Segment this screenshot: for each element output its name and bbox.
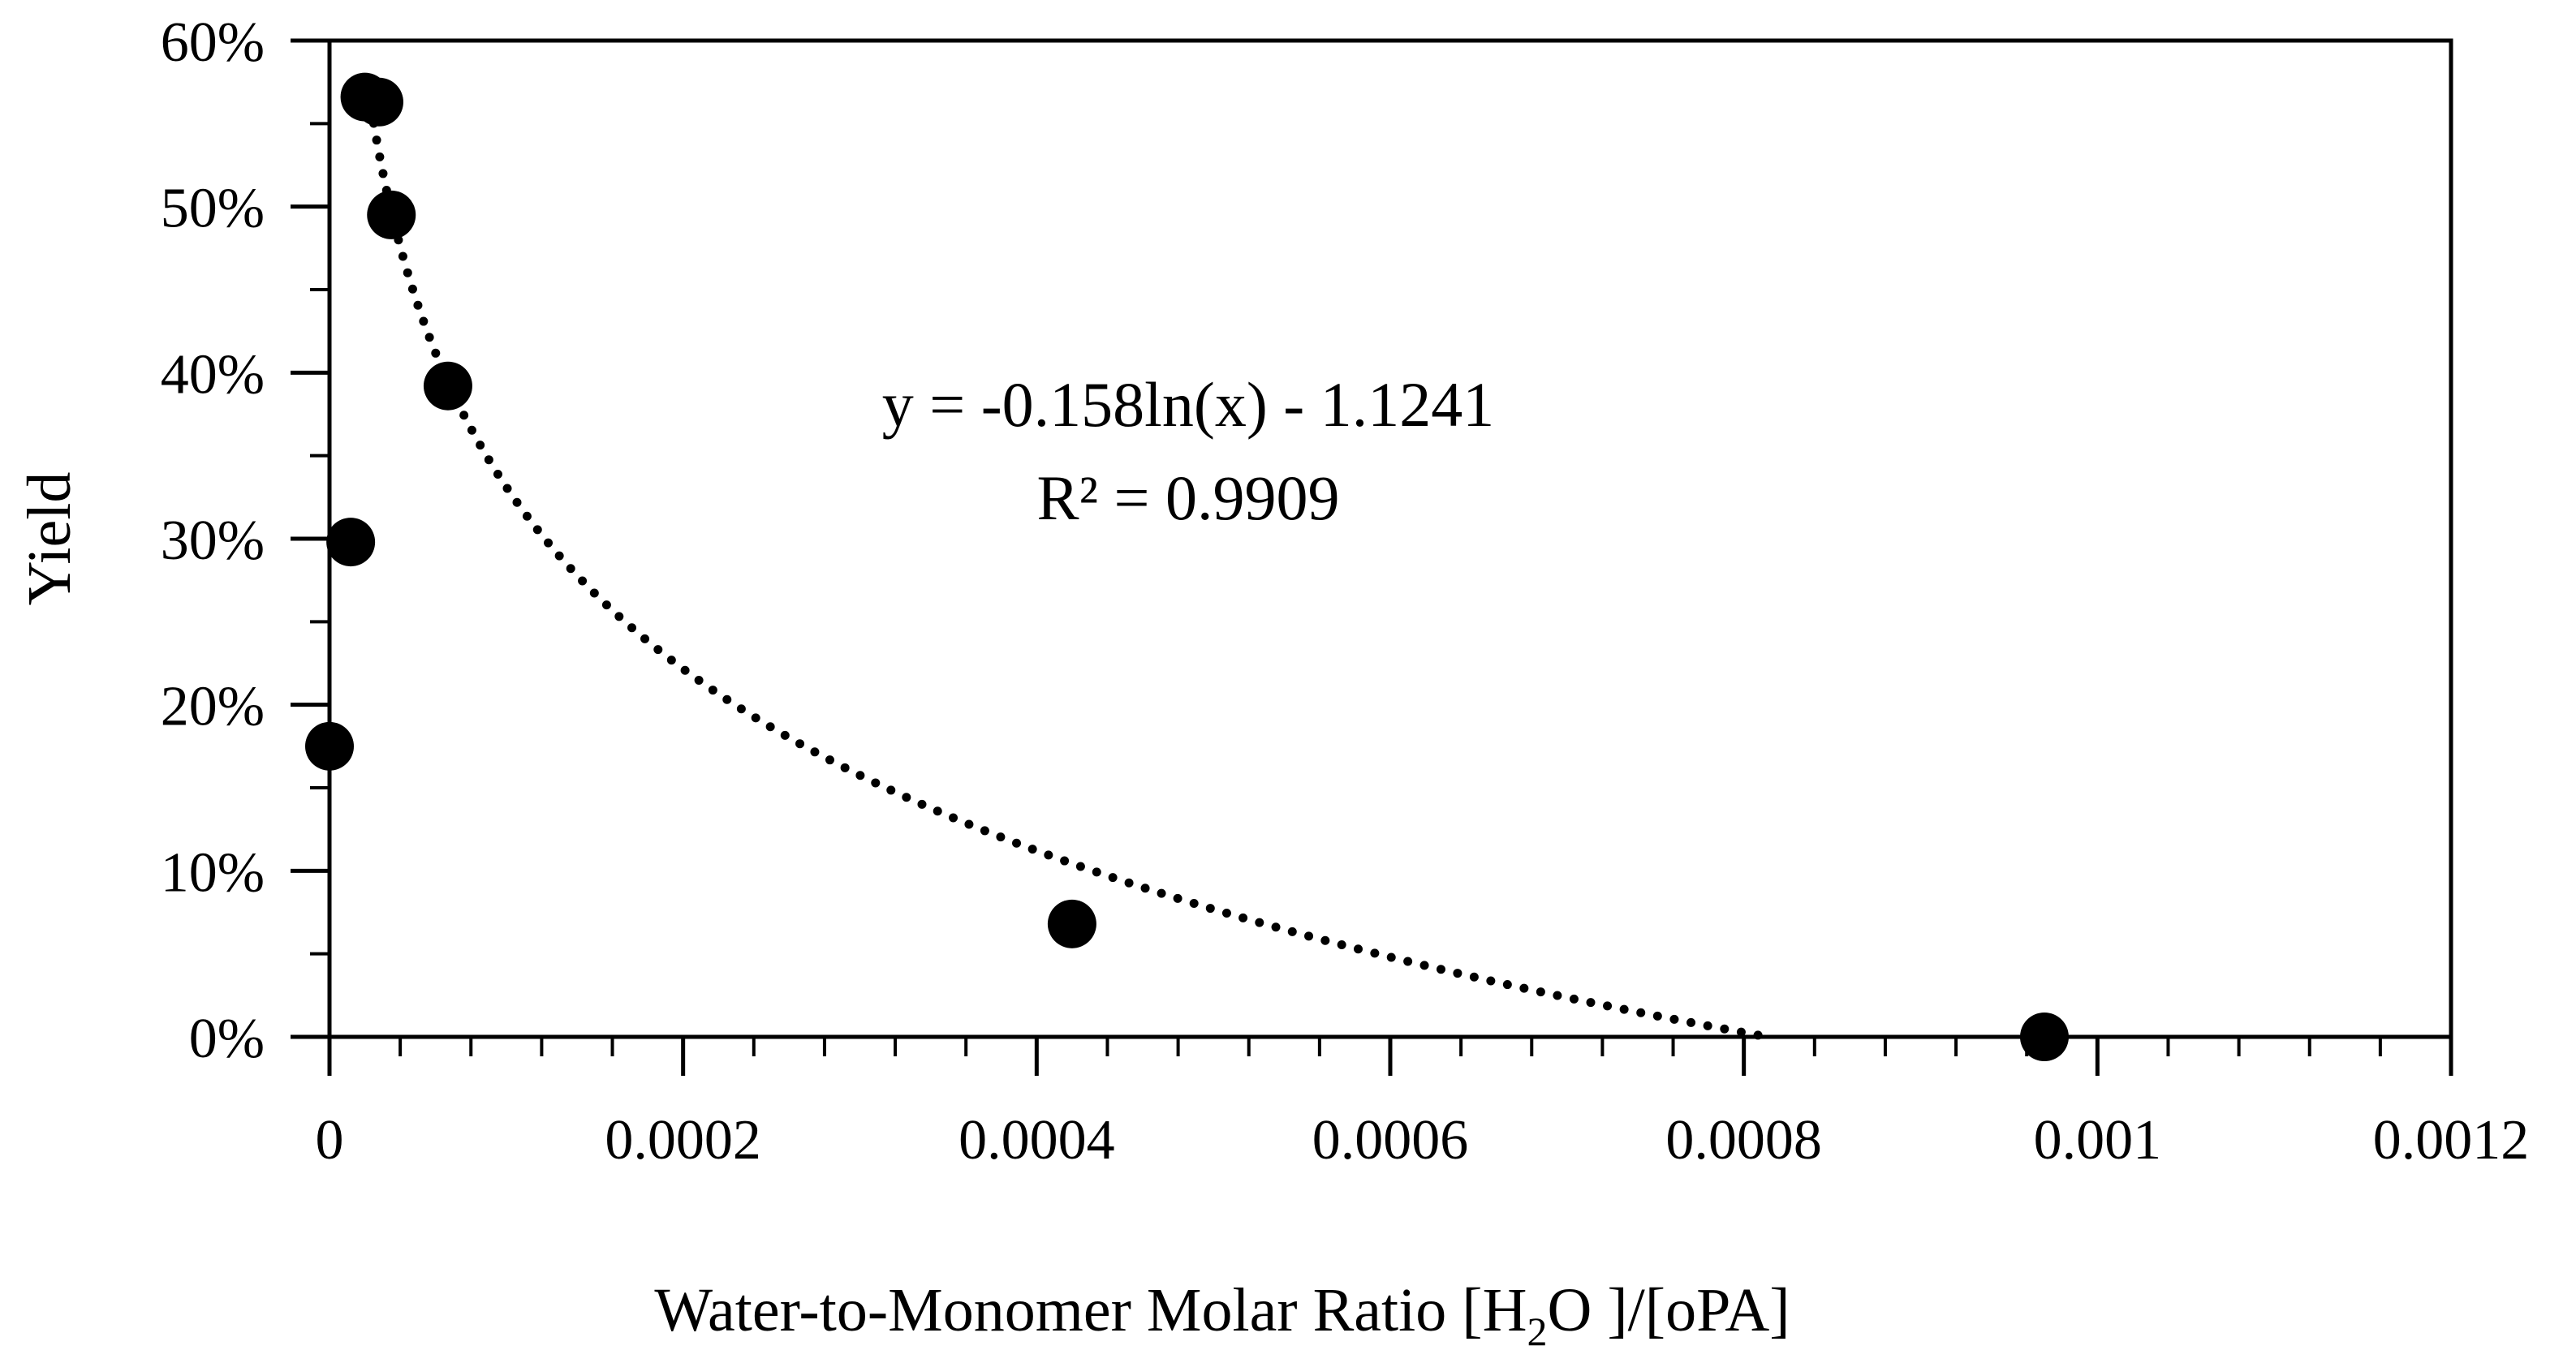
y-tick-label: 40% <box>161 343 265 406</box>
x-tick-label: 0.0004 <box>958 1109 1115 1172</box>
x-tick-label: 0 <box>316 1109 344 1172</box>
x-tick-label: 0.0008 <box>1665 1109 1822 1172</box>
x-tick-label: 0.001 <box>2034 1109 2162 1172</box>
data-point <box>354 77 403 127</box>
y-tick-label: 60% <box>161 11 265 74</box>
trendline <box>368 118 1766 1041</box>
y-tick-label: 10% <box>161 841 265 904</box>
x-tick-label: 0.0002 <box>605 1109 761 1172</box>
r-squared-label: R² = 0.9909 <box>1037 462 1340 533</box>
y-tick-label: 30% <box>161 510 265 572</box>
data-point <box>367 190 416 239</box>
equation-label: y = -0.158ln(x) - 1.1241 <box>882 369 1495 440</box>
data-point <box>2019 1013 2069 1061</box>
minor-ticks <box>310 39 2453 1056</box>
major-ticks <box>291 38 2453 1076</box>
data-point <box>1047 899 1096 948</box>
plot-area-frame <box>327 38 2453 1039</box>
x-tick-label: 0.0012 <box>2373 1109 2530 1172</box>
data-point <box>423 361 472 411</box>
x-axis-title: Water-to-Monomer Molar Ratio [H2O ]/[oPA… <box>654 1276 1790 1354</box>
x-tick-labels: 0 0.0002 0.0004 0.0006 0.0008 0.001 0.0012 <box>316 1109 2530 1172</box>
y-tick-label: 20% <box>161 676 265 738</box>
data-point <box>326 518 376 567</box>
y-tick-labels: 0% 10% 20% 30% 40% 50% 60% <box>161 11 265 1070</box>
data-points <box>305 72 2069 1061</box>
data-point <box>305 721 354 771</box>
trendline-path <box>368 118 1766 1041</box>
x-tick-label: 0.0006 <box>1312 1109 1469 1172</box>
y-tick-label: 50% <box>161 178 265 240</box>
y-axis-title: Yield <box>15 472 84 606</box>
y-tick-label: 0% <box>189 1008 265 1070</box>
x-axis-title-subscript: 2 <box>1527 1309 1547 1354</box>
x-axis-title-prefix: Water-to-Monomer Molar Ratio [H <box>654 1276 1527 1344</box>
x-axis-title-suffix: O ]/[oPA] <box>1547 1276 1790 1344</box>
